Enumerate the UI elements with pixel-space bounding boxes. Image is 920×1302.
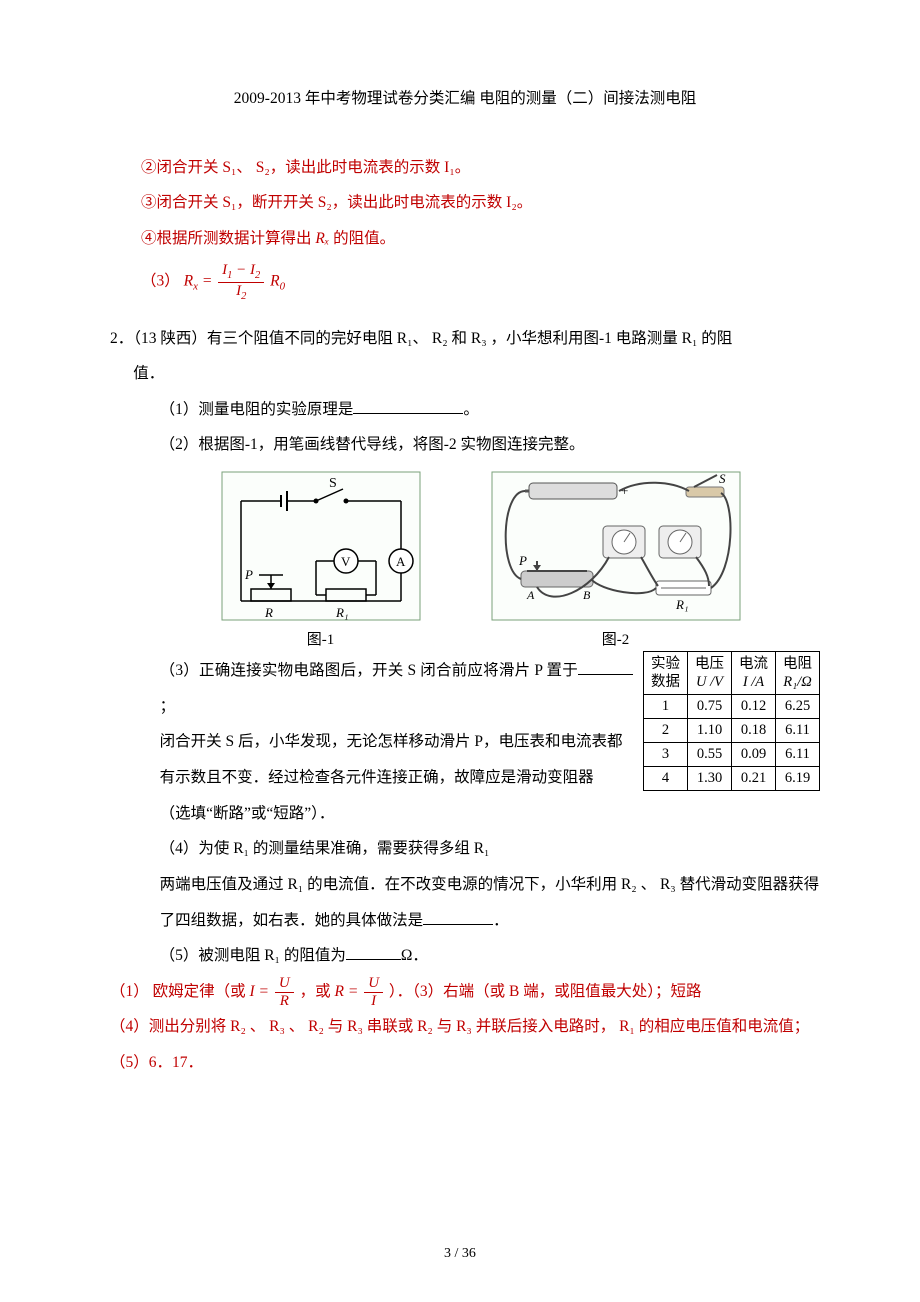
th-v-a: 电压 xyxy=(695,656,724,672)
table-row: 21.100.186.11 xyxy=(644,719,820,743)
q2-p2: （2）根据图-1，用笔画线替代导线，将图-2 实物图连接完整。 xyxy=(110,427,820,463)
th-v-b: U /V xyxy=(696,674,723,690)
svg-text:S: S xyxy=(719,471,726,486)
svg-text:B: B xyxy=(583,588,591,602)
svg-text:P: P xyxy=(244,567,253,582)
p5-post: Ω． xyxy=(401,947,428,964)
svg-text:S: S xyxy=(329,476,337,491)
fig1-caption: 图-1 xyxy=(221,628,421,649)
step-4: ④根据所测数据计算得出 Rₓ 的阻值。 xyxy=(110,221,820,257)
eq-eq: = xyxy=(202,273,216,290)
q2-p4b: 两端电压值及通过 R₁ 的电流值．在不改变电源的情况下，小华利用 R₂ 、 R₃… xyxy=(110,867,820,903)
step-2: ②闭合开关 S₁、 S₂，读出此时电流表的示数 I₁。 xyxy=(110,150,820,186)
data-table: 实验数据 电压U /V 电流I /A 电阻R₁/Ω 10.750.126.25 … xyxy=(643,651,820,791)
q2-stem-a: 2．（13 陕西）有三个阻值不同的完好电阻 R₁、 R₂ 和 R₃ ，小华想利用… xyxy=(110,321,820,357)
eq-x: x xyxy=(193,281,198,293)
q2-p1-end: 。 xyxy=(463,401,479,418)
a1-mid: ，或 xyxy=(300,983,335,1000)
q2-p3b: 闭合开关 S 后，小华发现，无论怎样移动滑片 P，电压表和电流表都 xyxy=(110,724,633,760)
table-row: 10.750.126.25 xyxy=(644,695,820,719)
th-i-a: 电流 xyxy=(739,656,768,672)
svg-text:R: R xyxy=(264,605,273,620)
a1-post: ）．（3）右端（或 B 端，或阻值最大处）；短路 xyxy=(389,983,702,1000)
svg-text:R₁: R₁ xyxy=(335,605,348,620)
th-r-a: 电阻 xyxy=(783,656,812,672)
ans-5: （5）6．17． xyxy=(110,1045,820,1081)
figure-1: S A P R R₁ xyxy=(221,471,421,649)
th-exp-a: 实验 xyxy=(651,656,680,672)
q2-p4: （4）为使 R₁ 的测量结果准确，需要获得多组 R₁ xyxy=(110,831,633,867)
p3a-text: （3）正确连接实物电路图后，开关 S 闭合前应将滑片 P 置于 xyxy=(160,662,578,679)
svg-text:A: A xyxy=(396,554,406,569)
eq-label: （3） xyxy=(141,273,180,290)
a1-frac1: UR xyxy=(275,975,294,1009)
q2-p5: （5）被测电阻 R₁ 的阻值为 Ω． xyxy=(110,938,820,974)
rx-symbol: Rₓ xyxy=(315,230,329,247)
blank-principle xyxy=(353,397,463,414)
svg-text:R₁: R₁ xyxy=(675,597,688,612)
figure-2: + S P A B xyxy=(491,471,741,649)
q2-p3d: （选填“断路”或“短路”）． xyxy=(110,796,633,832)
p3a-end: ； xyxy=(160,698,176,715)
a1-frac2: UI xyxy=(364,975,383,1009)
page-footer: 3 / 36 xyxy=(0,1246,920,1262)
th-r-b: R₁/Ω xyxy=(783,674,811,690)
svg-text:V: V xyxy=(341,554,351,569)
eq-rx: R xyxy=(184,273,193,290)
step4-pre: ④根据所测数据计算得出 xyxy=(141,230,315,247)
step-3: ③闭合开关 S₁，断开开关 S₂，读出此时电流表的示数 I₂。 xyxy=(110,185,820,221)
blank-p-position xyxy=(578,659,633,676)
p5-pre: （5）被测电阻 R₁ 的阻值为 xyxy=(160,947,346,964)
th-exp-b: 数据 xyxy=(651,674,680,690)
ans-1-3: （1） 欧姆定律（或 I = UR ，或 R = UI ）．（3）右端（或 B … xyxy=(110,974,820,1010)
table-row: 41.300.216.19 xyxy=(644,767,820,791)
p4c-end: ． xyxy=(493,912,509,929)
a1-eq2: R = xyxy=(335,983,363,1000)
q2-p3a: （3）正确连接实物电路图后，开关 S 闭合前应将滑片 P 置于 ； xyxy=(110,653,633,724)
svg-text:A: A xyxy=(526,588,535,602)
fig2-caption: 图-2 xyxy=(491,628,741,649)
eq-den-sub: 2 xyxy=(241,291,246,302)
q2-p1: （1）测量电阻的实验原理是 。 xyxy=(110,392,820,428)
page-header: 2009-2013 年中考物理试卷分类汇编 电阻的测量（二）间接法测电阻 xyxy=(110,86,820,108)
blank-method xyxy=(423,908,493,925)
q2-stem-b: 值． xyxy=(110,356,820,392)
eq-r0-sub: 0 xyxy=(280,281,285,293)
eq-num-sub2: 2 xyxy=(255,270,260,281)
eq-r0: R xyxy=(270,273,279,290)
blank-r1 xyxy=(346,944,401,961)
a1-eq1: I = xyxy=(250,983,273,1000)
p4c-pre: 了四组数据，如右表．她的具体做法是 xyxy=(160,912,424,929)
q2-p4c: 了四组数据，如右表．她的具体做法是 ． xyxy=(110,903,820,939)
equation-3: （3） Rx = I1 − I2 I2 R0 xyxy=(110,262,820,302)
ans-4: （4）测出分别将 R₂ 、 R₃ 、 R₂ 与 R₃ 串联或 R₂ 与 R₃ 并… xyxy=(110,1009,820,1045)
svg-text:P: P xyxy=(518,553,527,568)
q2-p1-text: （1）测量电阻的实验原理是 xyxy=(160,401,354,418)
table-row: 30.550.096.11 xyxy=(644,743,820,767)
a1-pre: （1） 欧姆定律（或 xyxy=(110,983,250,1000)
step4-post: 的阻值。 xyxy=(333,230,395,247)
th-i-b: I /A xyxy=(743,674,764,690)
q2-p3c: 有示数且不变．经过检查各元件连接正确，故障应是滑动变阻器 xyxy=(110,760,633,796)
eq-fraction: I1 − I2 I2 xyxy=(218,262,264,302)
eq-minus: − xyxy=(232,262,250,278)
